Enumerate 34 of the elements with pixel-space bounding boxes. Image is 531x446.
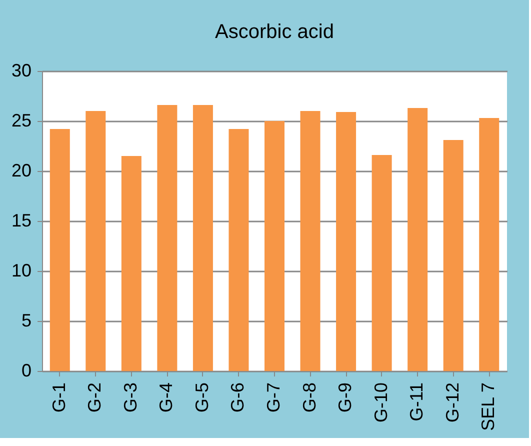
y-tick-label: 20 — [11, 160, 32, 180]
y-tick-label: 5 — [21, 310, 32, 330]
bar — [443, 140, 464, 371]
bar — [228, 129, 249, 371]
x-tick-label: G-3 — [120, 382, 140, 413]
y-tick-label: 15 — [11, 210, 32, 230]
y-tick-label: 10 — [11, 260, 32, 280]
x-tick-label: G-2 — [84, 382, 105, 413]
x-tick-label: G-12 — [442, 382, 462, 423]
x-tick-label: G-7 — [264, 382, 284, 413]
bar — [121, 156, 142, 371]
bar — [50, 129, 70, 371]
x-tick-label: G-8 — [299, 382, 320, 413]
y-tick-label: 25 — [11, 110, 32, 130]
x-tick-label: G-11 — [406, 382, 427, 422]
x-tick-label: G-10 — [370, 382, 391, 423]
y-tick-label: 0 — [21, 360, 32, 380]
bar — [192, 105, 213, 371]
x-tick-label: G-5 — [192, 382, 212, 413]
bar — [157, 105, 178, 371]
bar — [300, 111, 320, 371]
x-tick-label: G-4 — [156, 382, 176, 413]
bar — [336, 112, 356, 371]
x-tick-label: G-9 — [335, 382, 356, 413]
y-tick-label: 30 — [11, 60, 32, 80]
chart-title: Ascorbic acid — [215, 21, 334, 43]
bar — [408, 108, 428, 371]
bar — [479, 118, 500, 371]
x-tick-label: G-1 — [48, 382, 69, 413]
bar — [86, 111, 106, 371]
bar — [372, 155, 392, 371]
x-tick-label: SEL 7 — [478, 382, 498, 431]
x-tick-label: G-6 — [228, 382, 248, 413]
bar — [264, 121, 284, 371]
